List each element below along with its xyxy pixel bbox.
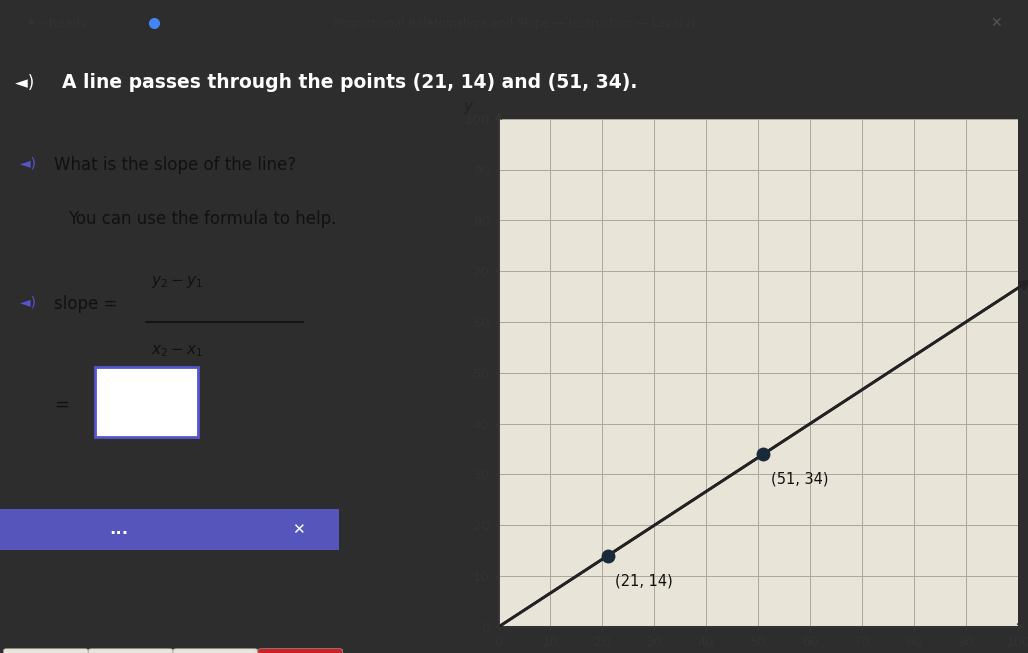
FancyBboxPatch shape bbox=[3, 648, 88, 653]
Text: (51, 34): (51, 34) bbox=[771, 472, 829, 487]
Text: =: = bbox=[53, 396, 69, 413]
Text: ✕: ✕ bbox=[991, 16, 1002, 31]
FancyBboxPatch shape bbox=[258, 648, 342, 653]
Text: ◄︎): ◄︎) bbox=[20, 295, 36, 309]
FancyBboxPatch shape bbox=[173, 648, 258, 653]
Text: ...: ... bbox=[109, 520, 128, 539]
FancyBboxPatch shape bbox=[96, 367, 197, 437]
Text: ◄︎): ◄︎) bbox=[15, 74, 35, 92]
Text: y: y bbox=[463, 99, 472, 114]
Text: What is the slope of the line?: What is the slope of the line? bbox=[53, 156, 296, 174]
Text: You can use the formula to help.: You can use the formula to help. bbox=[68, 210, 337, 228]
Text: ✕: ✕ bbox=[292, 522, 305, 537]
Text: A line passes through the points (21, 14) and (51, 34).: A line passes through the points (21, 14… bbox=[62, 73, 637, 93]
Text: $y_2 - y_1$: $y_2 - y_1$ bbox=[151, 274, 204, 290]
FancyBboxPatch shape bbox=[88, 648, 173, 653]
Text: slope =: slope = bbox=[53, 295, 117, 313]
Text: ⚫ i-Ready: ⚫ i-Ready bbox=[26, 17, 87, 30]
Bar bbox=[0, 509, 339, 550]
Text: Proportional Relationships and Slope — Instruction — Level H: Proportional Relationships and Slope — I… bbox=[333, 17, 695, 30]
Text: (21, 14): (21, 14) bbox=[616, 573, 673, 588]
Text: $x_2 - x_1$: $x_2 - x_1$ bbox=[151, 343, 204, 359]
Text: ◄︎): ◄︎) bbox=[20, 156, 36, 170]
